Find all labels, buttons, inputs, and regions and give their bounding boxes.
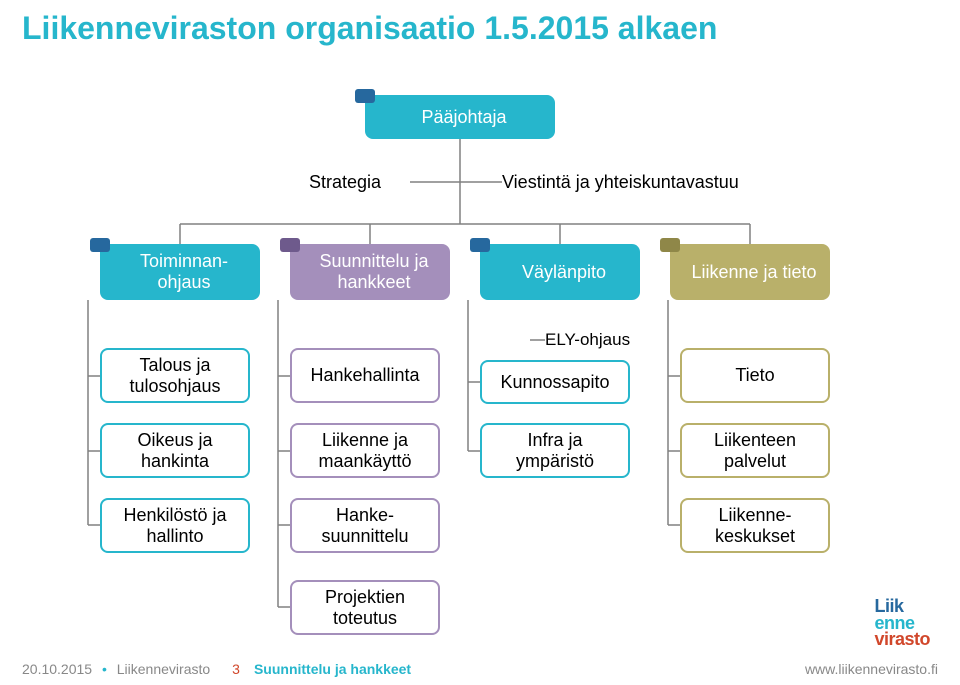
node-strategia: Strategia [280,168,410,196]
node-hankesuun: Hanke- suunnittelu [290,498,440,553]
footer: 20.10.2015 • Liikennevirasto 3 Suunnitte… [0,653,960,685]
node-elyohjaus: ELY-ohjaus [545,328,665,352]
footer-page: 3 [232,661,240,677]
node-toiminnanohjaus: Toiminnan- ohjaus [100,244,260,300]
node-liikennetieto: Liikenne ja tieto [670,244,830,300]
footer-url: www.liikennevirasto.fi [805,661,938,677]
node-suunnittelu: Suunnittelu ja hankkeet [290,244,450,300]
node-oikeus: Oikeus ja hankinta [100,423,250,478]
node-liikkesk: Liikenne- keskukset [680,498,830,553]
node-henkilosto: Henkilöstö ja hallinto [100,498,250,553]
node-liikmaank: Liikenne ja maankäyttö [290,423,440,478]
node-talous: Talous ja tulosohjaus [100,348,250,403]
node-infra: Infra ja ympäristö [480,423,630,478]
footer-org: Liikennevirasto [117,661,210,677]
footer-section: Suunnittelu ja hankkeet [254,661,411,677]
footer-date: 20.10.2015 [22,661,92,677]
node-tieto: Tieto [680,348,830,403]
node-projektien: Projektien toteutus [290,580,440,635]
node-liikpalv: Liikenteen palvelut [680,423,830,478]
node-hankehallinta: Hankehallinta [290,348,440,403]
bullet-icon: • [102,661,107,677]
logo: Liik enne virasto [874,598,930,647]
node-vaylanpito: Väylänpito [480,244,640,300]
node-paajohtaja: Pääjohtaja [365,95,555,139]
node-kunnossapito: Kunnossapito [480,360,630,404]
node-viestinta: Viestintä ja yhteiskuntavastuu [502,168,802,196]
page-title: Liikenneviraston organisaatio 1.5.2015 a… [22,10,717,47]
